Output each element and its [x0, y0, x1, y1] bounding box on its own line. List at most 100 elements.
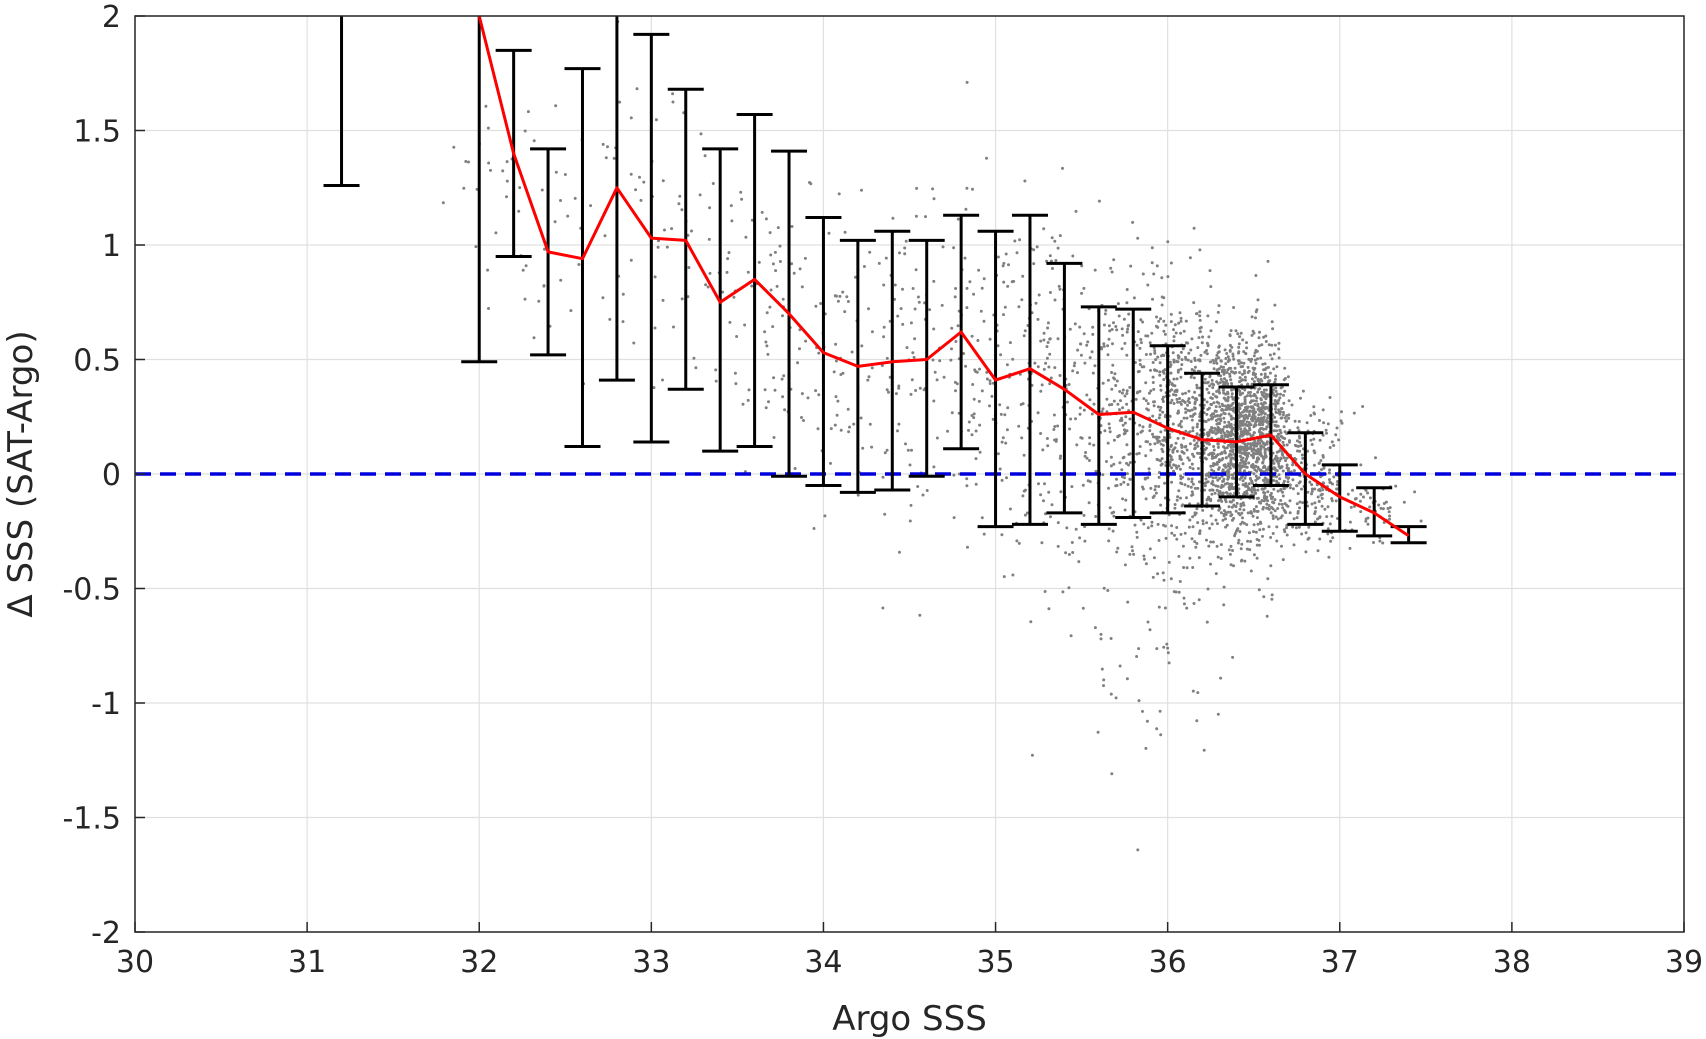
scatter-point	[1163, 481, 1167, 485]
scatter-point	[1138, 358, 1142, 362]
scatter-point	[1334, 433, 1338, 437]
scatter-point	[1195, 507, 1199, 511]
scatter-point	[1216, 555, 1220, 559]
scatter-point	[932, 327, 936, 331]
scatter-point	[1209, 464, 1213, 468]
scatter-point	[1330, 440, 1334, 444]
scatter-point	[1218, 405, 1222, 409]
scatter-point	[1196, 486, 1200, 490]
scatter-point	[1262, 388, 1266, 392]
scatter-point	[1285, 533, 1289, 537]
scatter-point	[1273, 415, 1277, 419]
scatter-point	[1226, 398, 1230, 402]
scatter-point	[925, 489, 929, 492]
scatter-point	[1261, 362, 1265, 366]
scatter-point	[1243, 400, 1247, 404]
scatter-point	[1246, 371, 1250, 374]
scatter-point	[1313, 510, 1317, 514]
scatter-point	[1186, 358, 1190, 362]
scatter-point	[618, 100, 622, 104]
scatter-point	[1223, 446, 1227, 450]
scatter-point	[1148, 429, 1152, 433]
scatter-point	[850, 350, 854, 354]
scatter-point	[1254, 420, 1258, 424]
scatter-point	[904, 442, 907, 446]
scatter-point	[1149, 448, 1153, 452]
scatter-point	[1137, 369, 1141, 373]
scatter-point	[935, 378, 939, 382]
scatter-point	[1106, 344, 1110, 348]
scatter-point	[1052, 428, 1056, 431]
scatter-point	[1229, 434, 1233, 438]
scatter-point	[1150, 246, 1154, 250]
scatter-point	[1228, 404, 1232, 408]
scatter-point	[1239, 365, 1243, 369]
scatter-point	[1017, 305, 1021, 309]
scatter-point	[1230, 382, 1233, 385]
scatter-point	[1162, 319, 1166, 323]
scatter-point	[1242, 452, 1246, 455]
scatter-point	[734, 382, 738, 386]
scatter-point	[954, 389, 957, 393]
scatter-point	[972, 416, 976, 420]
scatter-point	[1069, 634, 1073, 638]
scatter-point	[1167, 661, 1171, 665]
scatter-point	[1185, 416, 1189, 420]
scatter-point	[803, 256, 807, 260]
scatter-point	[1281, 413, 1285, 417]
scatter-point	[1002, 280, 1006, 284]
scatter-point	[1233, 366, 1237, 370]
scatter-point	[1152, 404, 1156, 408]
scatter-point	[1061, 590, 1065, 594]
scatter-point	[1278, 396, 1282, 400]
scatter-point	[843, 310, 847, 314]
scatter-point	[1125, 402, 1129, 406]
scatter-point	[1131, 549, 1134, 553]
scatter-point	[1320, 504, 1324, 508]
scatter-point	[1173, 323, 1177, 327]
scatter-point	[1282, 508, 1286, 512]
scatter-point	[852, 422, 856, 426]
scatter-point	[802, 419, 805, 422]
scatter-point	[1184, 355, 1187, 359]
scatter-point	[1240, 372, 1244, 376]
scatter-point	[1001, 264, 1005, 268]
scatter-point	[1316, 517, 1319, 521]
scatter-point	[1206, 408, 1210, 411]
scatter-point	[714, 379, 718, 383]
scatter-point	[1037, 482, 1040, 486]
scatter-point	[1192, 301, 1196, 305]
scatter-point	[1205, 352, 1209, 356]
scatter-point	[1182, 596, 1186, 600]
scatter-point	[1008, 507, 1012, 511]
scatter-point	[1242, 503, 1246, 507]
scatter-point	[663, 228, 666, 232]
scatter-point	[1179, 331, 1183, 335]
scatter-point	[1175, 397, 1179, 401]
scatter-point	[1227, 505, 1231, 509]
scatter-point	[1189, 485, 1193, 489]
scatter-point	[1120, 347, 1124, 351]
scatter-point	[765, 311, 769, 315]
scatter-point	[1188, 409, 1192, 413]
scatter-point	[1056, 544, 1060, 548]
scatter-point	[1294, 526, 1298, 530]
scatter-point	[1261, 478, 1265, 482]
scatter-point	[1046, 321, 1050, 325]
scatter-point	[1218, 458, 1221, 462]
scatter-point	[1094, 469, 1098, 473]
scatter-point	[898, 550, 901, 554]
scatter-point	[1175, 498, 1179, 502]
scatter-point	[1125, 301, 1129, 305]
scatter-point	[1191, 689, 1195, 693]
scatter-point	[1137, 647, 1141, 651]
scatter-point	[1092, 443, 1096, 447]
scatter-point	[1175, 537, 1179, 541]
scatter-point	[800, 392, 804, 396]
scatter-point	[1267, 525, 1271, 529]
scatter-point	[1204, 477, 1208, 481]
scatter-point	[1160, 354, 1163, 358]
scatter-point	[1378, 539, 1382, 543]
scatter-point	[1056, 246, 1060, 250]
scatter-point	[1115, 550, 1119, 554]
